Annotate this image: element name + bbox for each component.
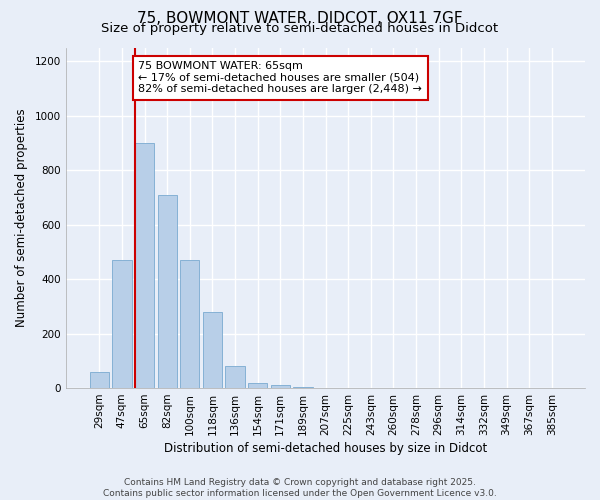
Bar bbox=[135, 143, 154, 388]
Text: Contains HM Land Registry data © Crown copyright and database right 2025.
Contai: Contains HM Land Registry data © Crown c… bbox=[103, 478, 497, 498]
Text: 75 BOWMONT WATER: 65sqm
← 17% of semi-detached houses are smaller (504)
82% of s: 75 BOWMONT WATER: 65sqm ← 17% of semi-de… bbox=[138, 61, 422, 94]
Bar bbox=[158, 194, 177, 388]
Text: Size of property relative to semi-detached houses in Didcot: Size of property relative to semi-detach… bbox=[101, 22, 499, 35]
Bar bbox=[293, 386, 313, 388]
Bar bbox=[271, 386, 290, 388]
Y-axis label: Number of semi-detached properties: Number of semi-detached properties bbox=[15, 108, 28, 327]
Bar bbox=[112, 260, 131, 388]
Bar bbox=[226, 366, 245, 388]
Bar bbox=[89, 372, 109, 388]
Bar bbox=[180, 260, 199, 388]
Bar bbox=[203, 312, 222, 388]
Text: 75, BOWMONT WATER, DIDCOT, OX11 7GF: 75, BOWMONT WATER, DIDCOT, OX11 7GF bbox=[137, 11, 463, 26]
Bar bbox=[248, 382, 267, 388]
X-axis label: Distribution of semi-detached houses by size in Didcot: Distribution of semi-detached houses by … bbox=[164, 442, 487, 455]
